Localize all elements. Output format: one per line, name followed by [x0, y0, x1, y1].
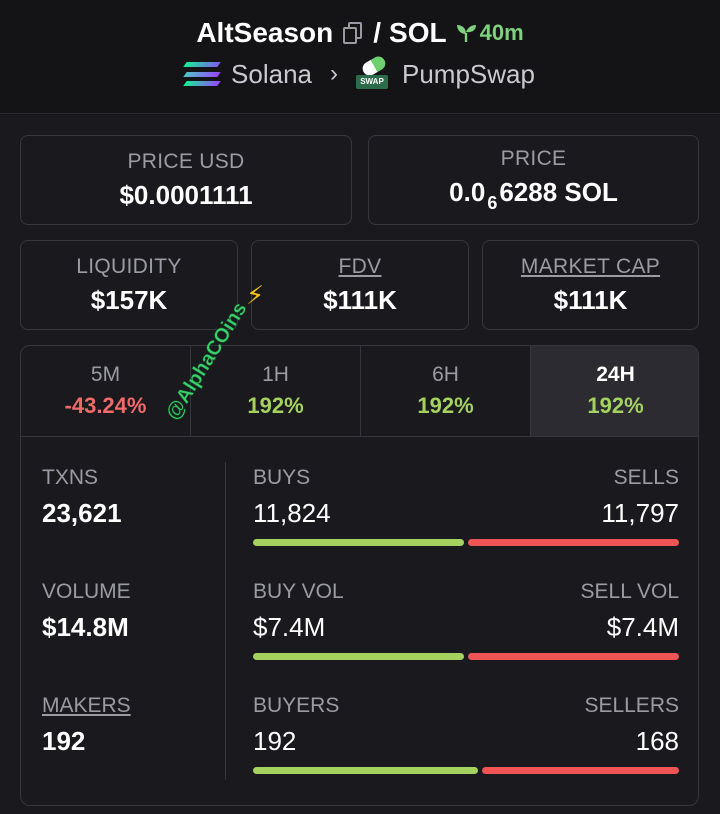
- pumpswap-icon: SWAP: [356, 53, 390, 91]
- volume-split-bar: [253, 653, 679, 660]
- price-usd-label: PRICE USD: [127, 149, 245, 173]
- stats-divider: [225, 462, 226, 780]
- makers-value: 192: [42, 726, 86, 756]
- buyers-sellers-metric: BUYERS SELLERS 192 168: [253, 694, 679, 774]
- txns-value: 23,621: [42, 498, 122, 528]
- tab-1h-label: 1H: [262, 363, 289, 386]
- tab-5m-change: -43.24%: [64, 393, 147, 418]
- sell-vol-value: $7.4M: [606, 612, 679, 642]
- liquidity-value: $157K: [90, 284, 168, 315]
- price-usd-card: PRICE USD $0.0001111: [20, 135, 352, 225]
- quote-symbol: SOL: [389, 17, 447, 48]
- timeframe-tabs: 5M -43.24% 1H 192% 6H 192% 24H 192%: [21, 346, 698, 437]
- pair-age: 40m: [455, 20, 524, 46]
- tab-6h[interactable]: 6H 192%: [361, 346, 531, 436]
- liquidity-card: LIQUIDITY $157K: [20, 240, 238, 330]
- stats-card: 5M -43.24% 1H 192% 6H 192% 24H 192% TXNS…: [20, 345, 699, 806]
- volume-split-metric: BUY VOL SELL VOL $7.4M $7.4M: [253, 580, 679, 660]
- price-native-card: PRICE 0.0 66288 SOL: [368, 135, 699, 225]
- price-native-label: PRICE: [500, 146, 567, 170]
- sellers-bar-fill: [481, 767, 679, 774]
- pair-age-value: 40m: [479, 20, 524, 45]
- token-symbol: AltSeason: [196, 17, 334, 48]
- buys-bar-fill: [253, 539, 465, 546]
- volume-metric: VOLUME $14.8M: [42, 580, 131, 643]
- buyers-label: BUYERS: [253, 694, 340, 717]
- makers-label[interactable]: MAKERS: [42, 694, 131, 717]
- dex-link[interactable]: PumpSwap: [402, 58, 535, 89]
- tab-5m-label: 5M: [90, 363, 121, 386]
- txns-metric: TXNS 23,621: [42, 466, 122, 529]
- sells-value: 11,797: [601, 498, 679, 528]
- buys-label: BUYS: [253, 466, 311, 489]
- sellers-label: SELLERS: [584, 694, 679, 717]
- dex-badge: SWAP: [356, 75, 388, 89]
- buyers-sellers-bar: [253, 767, 679, 774]
- copy-icon[interactable]: [343, 22, 363, 44]
- buy-vol-bar-fill: [253, 653, 464, 660]
- buyers-bar-fill: [253, 767, 478, 774]
- makers-metric[interactable]: MAKERS 192: [42, 694, 131, 757]
- txns-label: TXNS: [42, 466, 99, 489]
- tab-24h-change: 192%: [587, 393, 644, 418]
- volume-value: $14.8M: [42, 612, 129, 642]
- market-cap-value: $111K: [553, 284, 628, 315]
- fdv-label[interactable]: FDV: [338, 254, 382, 278]
- solana-icon: [183, 62, 221, 86]
- buy-vol-label: BUY VOL: [253, 580, 344, 603]
- pair-breadcrumb: Solana › SWAP PumpSwap: [0, 53, 720, 92]
- buys-sells-metric: BUYS SELLS 11,824 11,797: [253, 466, 679, 546]
- fdv-card[interactable]: FDV $111K: [251, 240, 469, 330]
- tab-1h-change: 192%: [247, 393, 304, 418]
- chain-link[interactable]: Solana: [231, 58, 312, 89]
- tab-6h-change: 192%: [417, 393, 474, 418]
- fdv-value: $111K: [323, 284, 397, 315]
- sells-label: SELLS: [613, 466, 679, 489]
- sell-vol-bar-fill: [468, 653, 679, 660]
- sprout-icon: [456, 25, 476, 42]
- chevron-right-icon: ›: [330, 60, 338, 87]
- pair-header: AltSeason / SOL 40m Solana › SWAP PumpSw…: [0, 0, 720, 114]
- buy-vol-value: $7.4M: [253, 612, 326, 642]
- buys-value: 11,824: [253, 498, 331, 528]
- tab-24h-label: 24H: [596, 363, 635, 386]
- market-cap-card[interactable]: MARKET CAP $111K: [482, 240, 699, 330]
- tab-24h[interactable]: 24H 192%: [531, 346, 698, 436]
- market-cap-label[interactable]: MARKET CAP: [520, 254, 661, 278]
- tab-5m[interactable]: 5M -43.24%: [21, 346, 191, 436]
- tab-1h[interactable]: 1H 192%: [191, 346, 361, 436]
- price-native-value: 0.0 66288 SOL: [449, 176, 618, 213]
- pair-title: AltSeason / SOL 40m: [0, 14, 720, 52]
- sells-bar-fill: [468, 539, 679, 546]
- sellers-value: 168: [635, 726, 679, 756]
- volume-label: VOLUME: [42, 580, 131, 603]
- liquidity-label: LIQUIDITY: [76, 254, 182, 278]
- price-usd-value: $0.0001111: [119, 179, 253, 210]
- pair-separator: /: [373, 17, 382, 48]
- buys-sells-bar: [253, 539, 679, 546]
- buyers-value: 192: [253, 726, 297, 756]
- tab-6h-label: 6H: [432, 363, 459, 386]
- sell-vol-label: SELL VOL: [580, 580, 679, 603]
